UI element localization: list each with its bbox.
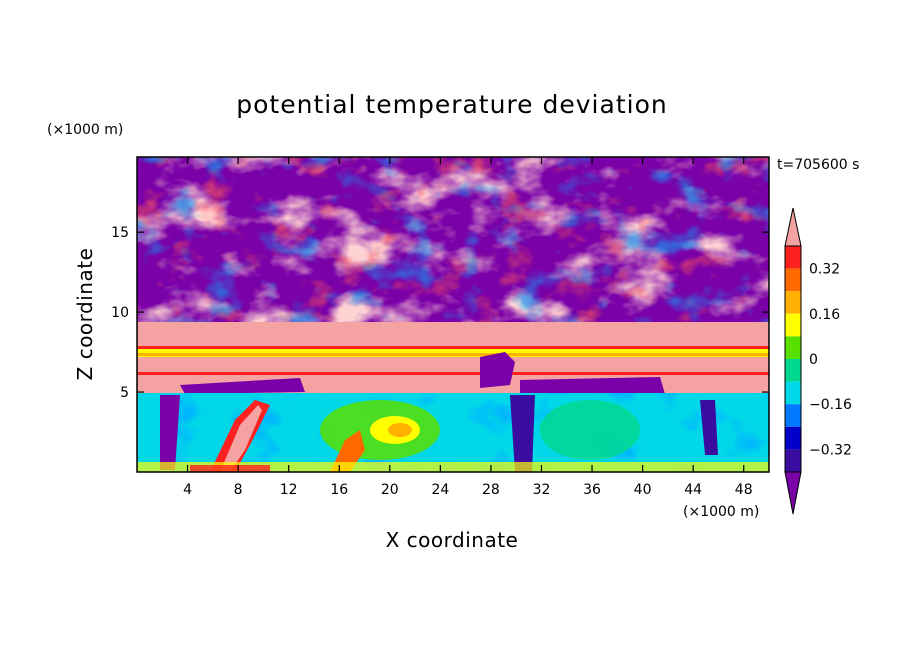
- x-tick-label: 8: [234, 482, 243, 498]
- lower-orange-patch: [388, 423, 412, 437]
- colorbar: 0.32 0.16 0 −0.16 −0.32: [784, 207, 852, 515]
- x-tick-label: 16: [330, 482, 348, 498]
- y-tick-label: 15: [111, 225, 129, 241]
- x-tick-label: 4: [183, 482, 192, 498]
- x-tick-label: 40: [634, 482, 652, 498]
- colorbar-extend-top: [784, 207, 802, 247]
- heatmap-field: [137, 157, 769, 472]
- x-tick-label: 44: [684, 482, 702, 498]
- lower-yellow-bottom: [137, 462, 769, 472]
- inversion-pink: [137, 322, 769, 348]
- lower-purple-plume-2: [160, 395, 180, 470]
- x-tick-label: 36: [583, 482, 601, 498]
- colorbar-extend-bottom: [784, 471, 802, 515]
- lower-green-patch-2: [540, 400, 640, 460]
- y-unit-label: (×1000 m): [47, 122, 123, 138]
- plot-frame: [136, 156, 770, 473]
- colorbar-segment: [785, 404, 801, 427]
- colorbar-segment: [785, 313, 801, 337]
- chart-title: potential temperature deviation: [236, 90, 667, 119]
- colorbar-label: 0.16: [809, 307, 840, 323]
- x-tick-label: 48: [735, 482, 753, 498]
- inversion-red-line-2: [137, 372, 769, 375]
- inversion-orange: [137, 353, 769, 356]
- colorbar-label: −0.16: [809, 397, 852, 413]
- x-axis: 4 8 12 16 20 24 28 32 36 40 44 48: [183, 157, 753, 498]
- colorbar-label: 0: [809, 352, 818, 368]
- inversion-pink-2: [137, 357, 769, 373]
- colorbar-segment: [785, 336, 801, 359]
- colorbar-segment: [785, 381, 801, 405]
- colorbar-segment: [785, 449, 801, 472]
- x-tick-label: 20: [381, 482, 399, 498]
- inversion-purple-notch-2: [180, 378, 305, 394]
- colorbar-label: 0.32: [809, 262, 840, 278]
- inversion-purple-notch-1: [480, 352, 515, 388]
- colorbar-segment: [785, 426, 801, 450]
- lower-red-plume-2: [330, 430, 365, 472]
- y-tick-label: 5: [120, 385, 129, 401]
- colorbar-label: −0.32: [809, 442, 852, 458]
- x-tick-label: 24: [431, 482, 449, 498]
- time-label: t=705600 s: [777, 157, 859, 173]
- y-tick-label: 10: [111, 305, 129, 321]
- x-tick-label: 32: [533, 482, 551, 498]
- x-axis-title: X coordinate: [386, 528, 519, 552]
- lower-purple-plume-3: [700, 400, 718, 455]
- lower-pink-plume-1: [220, 405, 262, 472]
- upper-layer-blue: [137, 157, 769, 347]
- y-axis-title: Z coordinate: [73, 248, 97, 381]
- colorbar-segment: [785, 268, 801, 292]
- colorbar-segment: [785, 359, 801, 382]
- lower-red-bottom: [190, 465, 270, 472]
- colorbar-segment: [785, 246, 801, 269]
- x-unit-label: (×1000 m): [683, 504, 759, 520]
- x-tick-label: 28: [482, 482, 500, 498]
- lower-purple-plume-1: [510, 395, 535, 472]
- colorbar-segment: [785, 291, 801, 314]
- y-axis: 5 10 15: [111, 225, 769, 401]
- inversion-red-line: [137, 346, 769, 349]
- inversion-purple-notch-3: [520, 377, 665, 394]
- x-tick-label: 12: [280, 482, 298, 498]
